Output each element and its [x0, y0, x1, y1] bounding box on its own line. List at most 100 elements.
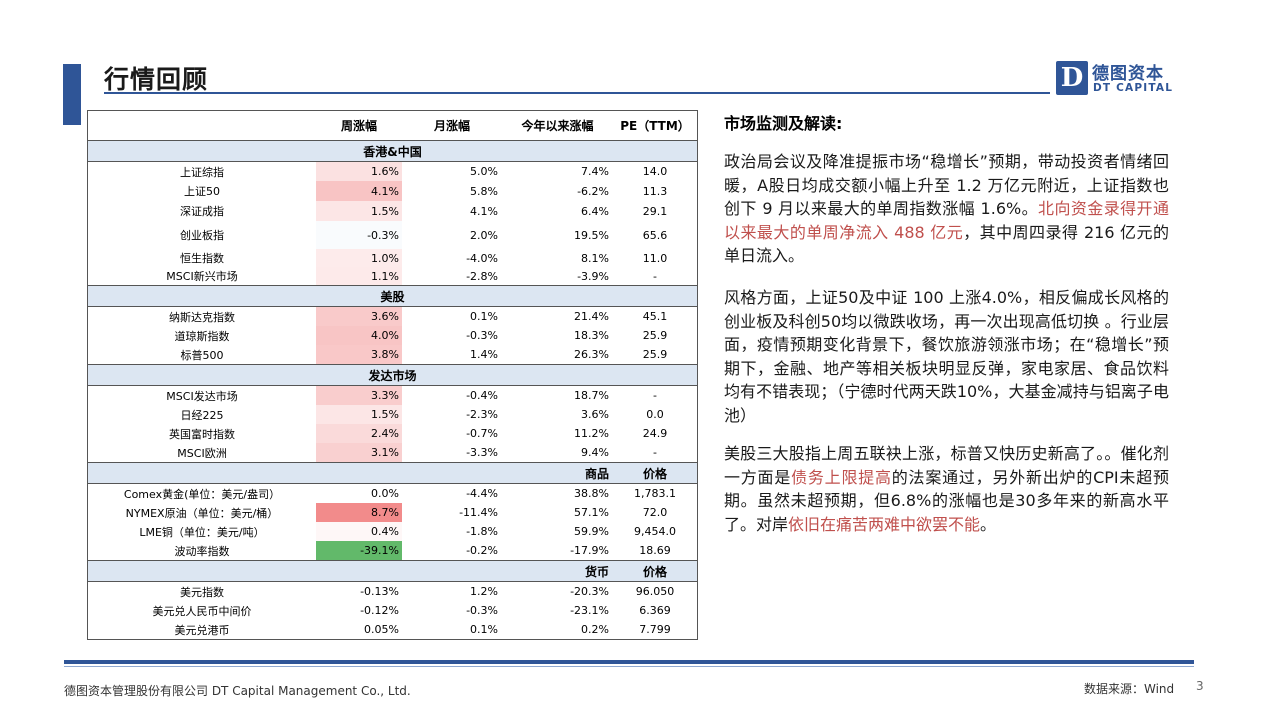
row-name: 恒生指数 [180, 252, 224, 265]
row-pe-value: 14.0 [642, 165, 668, 178]
row-pe-value: 18.69 [639, 544, 671, 557]
row-week-change: 1.5% [316, 201, 402, 221]
row-month-change: 5.0% [470, 165, 498, 178]
row-pe-value: 7.799 [639, 623, 671, 636]
row-week-change: -0.3% [316, 221, 402, 249]
row-name: 标普500 [180, 348, 224, 362]
row-month-change: -2.3% [466, 408, 498, 421]
commentary-paragraph-2: 风格方面，上证50及中证 100 上涨4.0%，相反偏成长风格的创业板及科创50… [724, 288, 1169, 425]
column-header-month: 月涨幅 [433, 119, 470, 133]
row-name: 日经225 [180, 408, 224, 422]
column-header-pe: PE（TTM） [620, 119, 690, 133]
table-row: MSCI发达市场 3.3% -0.4% 18.7% - [88, 386, 697, 405]
row-name: 上证综指 [180, 165, 224, 179]
row-week-change: 0.0% [316, 484, 402, 503]
p3-text: 美股三大股指上周五联袂上涨，标普又快历史新高了。。催化剂一方面是 [724, 444, 1169, 487]
table-row: 深证成指 1.5% 4.1% 6.4% 29.1 [88, 201, 697, 221]
row-name: 道琼斯指数 [174, 329, 230, 343]
row-pe-value: 6.369 [639, 604, 671, 617]
row-name: NYMEX原油（单位：美元/桶） [125, 506, 279, 520]
row-name: 美元兑港币 [174, 623, 230, 637]
logo-english-text: DT CAPITAL [1093, 82, 1174, 94]
row-name: 深证成指 [180, 205, 224, 218]
section-label-category [502, 286, 613, 306]
footer-source: 数据来源：Wind [1084, 682, 1175, 696]
footer-rule-thin [64, 666, 1194, 667]
row-week-change: 3.6% [316, 307, 402, 326]
commentary-title: 市场监测及解读: [724, 114, 843, 133]
row-ytd-change: 3.6% [581, 408, 609, 421]
row-name: 美元指数 [180, 585, 224, 599]
row-pe-value: 9,454.0 [634, 525, 676, 538]
footer-rule [64, 660, 1194, 664]
table-row: 恒生指数 1.0% -4.0% 8.1% 11.0 [88, 249, 697, 267]
row-pe-value: - [653, 389, 657, 402]
section-title: 美股 [380, 289, 405, 304]
logo-chinese-text: 德图资本 [1092, 64, 1164, 84]
row-ytd-change: 6.4% [581, 204, 609, 218]
row-pe-value: 0.0 [646, 408, 664, 421]
logo-mark: D [1056, 61, 1088, 95]
row-name: 波动率指数 [174, 544, 230, 558]
table-row: 创业板指 -0.3% 2.0% 19.5% 65.6 [88, 221, 697, 249]
row-month-change: 0.1% [470, 310, 498, 323]
row-month-change: -11.4% [459, 506, 498, 519]
table-row: 美元指数 -0.13% 1.2% -20.3% 96.050 [88, 582, 697, 601]
p3-highlight-2: 依旧在痛苦两难中欲罢不能 [788, 514, 981, 534]
row-pe-value: 65.6 [642, 228, 668, 242]
row-ytd-change: -23.1% [570, 604, 609, 617]
row-week-change: -0.12% [316, 601, 402, 620]
row-ytd-change: 8.1% [581, 251, 609, 265]
row-week-change: 4.0% [316, 326, 402, 345]
table-row: 英国富时指数 2.4% -0.7% 11.2% 24.9 [88, 424, 697, 443]
table-row: Comex黄金(单位：美元/盎司） 0.0% -4.4% 38.8% 1,783.1 [88, 484, 697, 503]
column-header-name [88, 111, 316, 140]
row-ytd-change: -3.9% [577, 269, 609, 283]
p1-highlight: 北向资金录得开通以来最大的单周净流入 488 亿元 [724, 199, 1169, 242]
row-week-change: 4.1% [316, 181, 402, 201]
row-name: MSCI欧洲 [177, 446, 227, 460]
section-title: 发达市场 [368, 368, 417, 383]
row-week-change: 1.5% [316, 405, 402, 424]
row-name: 美元兑人民币中间价 [152, 604, 252, 618]
section-label-price [613, 286, 697, 306]
row-pe-value: 25.9 [642, 348, 668, 361]
row-name: LME铜（单位：美元/吨） [139, 525, 265, 539]
row-week-change: 2.4% [316, 424, 402, 443]
row-pe-value: - [653, 446, 657, 459]
row-week-change: 3.3% [316, 386, 402, 405]
row-month-change: -0.4% [466, 389, 498, 402]
table-section-header: 香港&中国 [88, 140, 697, 162]
section-label-category: 货币 [584, 564, 609, 579]
table-row: NYMEX原油（单位：美元/桶） 8.7% -11.4% 57.1% 72.0 [88, 503, 697, 522]
row-week-change: 1.1% [316, 267, 402, 285]
row-ytd-change: -6.2% [577, 184, 609, 198]
row-pe-value: 1,783.1 [634, 487, 676, 500]
table-row: 上证50 4.1% 5.8% -6.2% 11.3 [88, 181, 697, 201]
row-week-change: 8.7% [316, 503, 402, 522]
row-month-change: 1.2% [470, 585, 498, 598]
row-name: MSCI新兴市场 [166, 270, 238, 283]
row-name: Comex黄金(单位：美元/盎司） [123, 487, 281, 501]
row-month-change: 5.8% [470, 184, 498, 198]
row-name: 英国富时指数 [169, 427, 235, 441]
p1-text: 政治局会议及降准提振市场“稳增长”预期，带动投资者情绪回暖，A股日均成交额小幅上… [724, 152, 1169, 218]
table-section-header: 商品 价格 [88, 462, 697, 484]
row-ytd-change: 18.7% [574, 389, 609, 402]
title-underline [104, 92, 1050, 94]
section-label-price [613, 141, 697, 161]
page-number: 3 [1196, 679, 1204, 693]
row-week-change: 3.1% [316, 443, 402, 462]
row-pe-value: 96.050 [635, 585, 675, 598]
row-ytd-change: 57.1% [574, 506, 609, 519]
row-name: 创业板指 [180, 229, 224, 242]
table-row: LME铜（单位：美元/吨） 0.4% -1.8% 59.9% 9,454.0 [88, 522, 697, 541]
row-month-change: 2.0% [470, 228, 498, 242]
table-row: MSCI新兴市场 1.1% -2.8% -3.9% - [88, 267, 697, 285]
table-row: 上证综指 1.6% 5.0% 7.4% 14.0 [88, 162, 697, 181]
section-label-category [502, 141, 613, 161]
row-name: 上证50 [184, 185, 220, 198]
column-header-week: 周涨幅 [340, 119, 377, 133]
row-ytd-change: 19.5% [574, 228, 609, 242]
row-week-change: 3.8% [316, 345, 402, 364]
